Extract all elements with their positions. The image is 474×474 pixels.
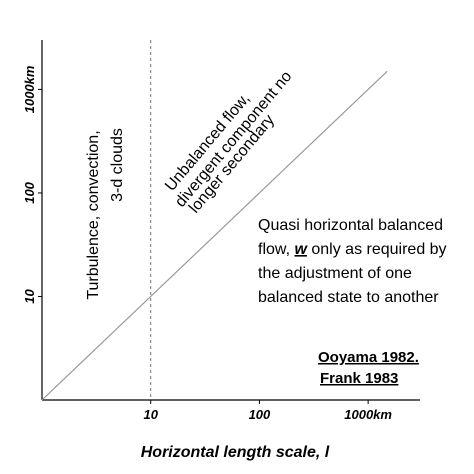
x-tick-label: 100 — [249, 407, 271, 422]
x-tick-label: 10 — [143, 407, 158, 422]
annotation: flow, w only as required by — [258, 241, 447, 258]
reference: Frank 1983 — [320, 370, 398, 387]
y-tick-label: 100 — [22, 181, 37, 203]
annotation: flow, — [258, 241, 294, 258]
annotation: divergent component no — [172, 68, 295, 211]
diagonal-line — [41, 70, 388, 401]
annotation-emphasis: w — [294, 241, 308, 258]
annotation: Quasi horizontal balanced — [258, 217, 443, 234]
annotation: the adjustment of one — [258, 265, 412, 282]
y-tick-label: 10 — [22, 288, 37, 303]
annotation: only as required by — [307, 241, 447, 258]
annotation: 3-d clouds — [109, 128, 126, 202]
y-tick-label: 1000km — [22, 65, 37, 113]
x-axis-label: Horizontal length scale, l — [141, 444, 330, 461]
annotation: Turbulence, convection, — [85, 130, 102, 299]
annotation: balanced state to another — [258, 289, 439, 306]
x-tick-label: 1000km — [344, 407, 392, 422]
reference: Ooyama 1982. — [318, 349, 419, 366]
